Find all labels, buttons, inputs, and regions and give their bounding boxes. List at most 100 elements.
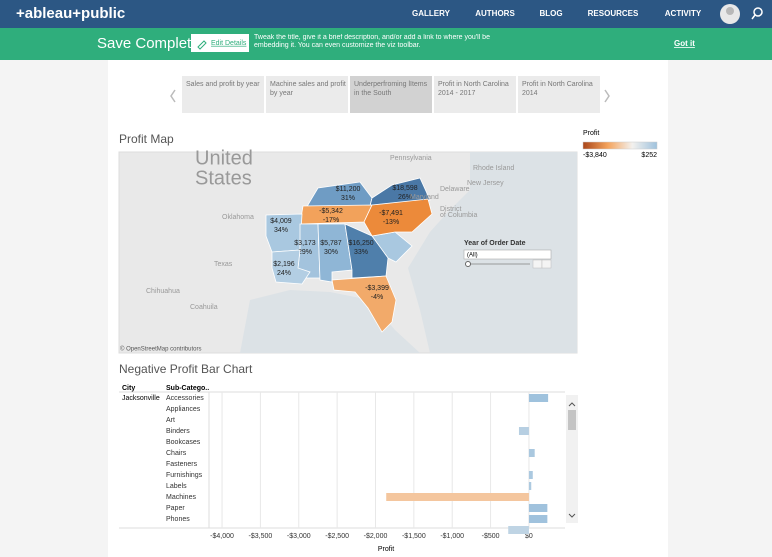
x-axis-title: Profit (378, 546, 394, 553)
region-share: 31% (341, 195, 355, 202)
place-label: Delaware (440, 186, 470, 193)
tab-label[interactable]: Machine sales and profit by year (270, 81, 346, 97)
filter-title: Year of Order Date (464, 240, 526, 247)
nav-item[interactable]: GALLERY (412, 9, 451, 18)
category-label: Fasteners (166, 461, 198, 468)
place-label: of Columbia (440, 212, 477, 219)
bar (528, 471, 533, 479)
category-label: Accessories (166, 395, 204, 402)
state-region[interactable] (271, 249, 311, 285)
tab-next[interactable] (604, 89, 610, 103)
region-amount: $2,196 (273, 261, 295, 268)
region-share: 30% (324, 249, 338, 256)
bar (528, 449, 535, 457)
got-it[interactable]: Got it (674, 39, 695, 48)
scroll-up[interactable] (568, 402, 576, 407)
scroll-down[interactable] (568, 513, 576, 518)
place-label: Chihuahua (146, 288, 180, 295)
tab[interactable] (182, 76, 264, 113)
region-share: 29% (298, 249, 312, 256)
tab[interactable] (434, 76, 516, 113)
category-label: Paper (166, 505, 185, 512)
tab[interactable] (350, 76, 432, 113)
bar (528, 394, 549, 402)
category-label: Binders (166, 428, 190, 435)
nav-item[interactable]: ACTIVITY (665, 9, 702, 18)
save-status: Save Complete. (97, 35, 204, 52)
category-label: Machines (166, 494, 196, 501)
tab-label-box: Machine sales and profit by year (270, 81, 346, 97)
state-region[interactable] (363, 198, 433, 237)
filter-step-back[interactable] (532, 259, 543, 269)
tab-label[interactable]: Profit in North Carolina 2014 - 2017 (438, 81, 513, 97)
region-amount: -$7,491 (379, 210, 403, 217)
region-share: 33% (354, 249, 368, 256)
nav-item[interactable]: BLOG (539, 9, 562, 18)
filter-dropdown[interactable] (463, 249, 552, 260)
map-attribution: © OpenStreetMap contributors (120, 346, 201, 353)
tab[interactable] (266, 76, 348, 113)
place-label: Coahuila (190, 304, 218, 311)
x-tick-label: -$3,500 (249, 533, 273, 540)
place-label: Oklahoma (222, 214, 254, 221)
tab-label-box: Profit in North Carolina 2014 - 2017 (438, 81, 513, 97)
nav-item[interactable]: RESOURCES (588, 9, 639, 18)
avatar-head (726, 7, 734, 15)
scroll-thumb[interactable] (568, 410, 576, 430)
tab-label[interactable]: Profit in North Carolina 2014 (522, 81, 595, 97)
filter-value[interactable]: (All) (467, 253, 478, 259)
category-label: Furnishings (166, 472, 203, 479)
region-amount: -$3,399 (365, 285, 389, 292)
category-label: Phones (166, 516, 190, 523)
bar (508, 526, 529, 534)
region-share: 26% (398, 194, 412, 201)
tab[interactable] (518, 76, 600, 113)
region-share: -17% (323, 217, 339, 224)
region-share: 24% (277, 270, 291, 277)
tab-label-box: Underperfroming lItems in the South (354, 81, 430, 97)
region-amount: -$5,342 (319, 208, 343, 215)
region-amount: $16,250 (348, 240, 373, 247)
city-label: Jacksonville (122, 395, 160, 402)
tab-label[interactable]: Underperfroming lItems in the South (354, 81, 430, 97)
region-share: -4% (371, 294, 383, 301)
x-tick-label: -$1,000 (440, 533, 464, 540)
edit-button-label[interactable]: Edit Details (211, 40, 247, 47)
bar (528, 515, 548, 523)
region-amount: $11,200 (336, 186, 361, 193)
x-tick-label: $0 (525, 533, 533, 540)
x-tick-label: -$4,000 (210, 533, 234, 540)
filter-handle[interactable] (465, 261, 471, 267)
region-amount: $4,009 (270, 218, 292, 225)
search-icon[interactable] (753, 7, 763, 17)
bar-chart-title: Negative Profit Bar Chart (119, 362, 253, 376)
category-label: Chairs (166, 450, 187, 457)
legend-min: -$3,840 (583, 152, 607, 159)
region-amount: $5,787 (320, 240, 342, 247)
tab-prev[interactable] (170, 89, 176, 103)
banner-message: Tweak the title, give it a brief descrip… (254, 34, 490, 49)
x-tick-label: -$500 (482, 533, 500, 540)
x-tick-label: -$1,500 (402, 533, 426, 540)
bar (528, 482, 532, 490)
bar (528, 504, 548, 512)
place-label: United (195, 147, 253, 169)
edit-button[interactable] (191, 34, 249, 52)
state-region[interactable] (331, 275, 397, 333)
logo[interactable]: +ableau+public (16, 5, 125, 22)
nav-item[interactable]: AUTHORS (475, 9, 515, 18)
bar (518, 427, 529, 435)
filter-step-forward[interactable] (541, 259, 552, 269)
place-label: Pennsylvania (390, 155, 432, 162)
legend-title: Profit (583, 130, 599, 137)
nav-bar (0, 0, 772, 28)
place-label: Texas (214, 261, 233, 268)
place-label: Rhode Island (473, 165, 514, 172)
map-title: Profit Map (119, 132, 174, 146)
category-label: Bookcases (166, 439, 201, 446)
tab-label-box: Sales and profit by year (186, 81, 260, 88)
tab-label[interactable]: Sales and profit by year (186, 81, 260, 88)
place-label: Maryland (410, 194, 439, 201)
place-label: New Jersey (467, 180, 504, 187)
region-amount: $18,598 (392, 185, 417, 192)
